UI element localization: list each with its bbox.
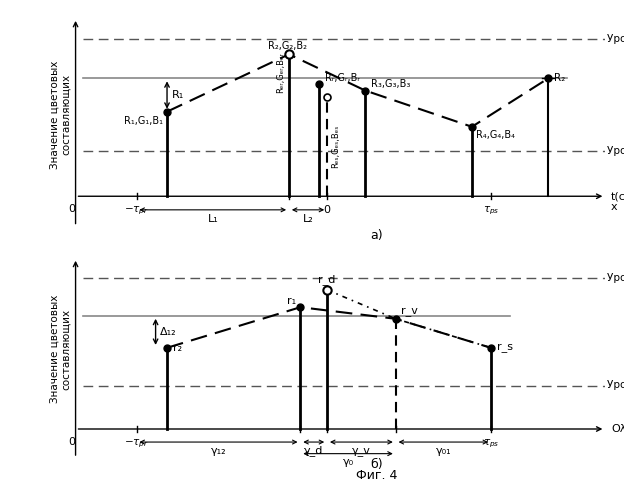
Text: Уровень минимума: Уровень минимума	[607, 146, 624, 156]
Text: R₂: R₂	[554, 74, 565, 84]
Text: r_d: r_d	[318, 274, 336, 285]
Text: Rₑᵣ,Gₑᵣ,Bₑᵣ: Rₑᵣ,Gₑᵣ,Bₑᵣ	[276, 52, 285, 93]
Text: Rₑₛ,Gₑₛ,Bₑₛ: Rₑₛ,Gₑₛ,Bₑₛ	[331, 124, 340, 168]
Text: γ₀: γ₀	[343, 457, 354, 467]
Text: γ_d: γ_d	[304, 446, 323, 456]
Text: r₁: r₁	[286, 296, 296, 306]
Text: R₁,G₁,B₁: R₁,G₁,B₁	[124, 116, 163, 126]
Text: $\tau_{ps}$: $\tau_{ps}$	[483, 204, 499, 217]
Text: R₁: R₁	[172, 90, 184, 100]
Text: Уровень минимума: Уровень минимума	[607, 380, 624, 390]
Text: $-\tau_{pr}$: $-\tau_{pr}$	[124, 437, 149, 450]
Text: $\tau_{ps}$: $\tau_{ps}$	[483, 437, 499, 450]
Text: Фиг. 4: Фиг. 4	[356, 469, 397, 482]
Text: 0: 0	[324, 204, 331, 214]
Text: Rᵣ,Gᵣ,Bᵣ: Rᵣ,Gᵣ,Bᵣ	[325, 73, 360, 83]
Text: Уровень максимума: Уровень максимума	[607, 34, 624, 44]
Text: а): а)	[370, 230, 383, 242]
Text: $-\tau_{pr}$: $-\tau_{pr}$	[124, 204, 149, 217]
Text: 0: 0	[68, 204, 76, 214]
Text: γ₁₂: γ₁₂	[211, 446, 227, 456]
Text: б): б)	[370, 458, 383, 471]
Text: Значение цветовых
составляющих: Значение цветовых составляющих	[49, 60, 71, 169]
Text: L₁: L₁	[207, 214, 218, 224]
Text: L₂: L₂	[303, 214, 313, 224]
Text: r_v: r_v	[401, 308, 418, 318]
Text: Δ₁₂: Δ₁₂	[160, 327, 177, 337]
Text: Значение цветовых
составляющих: Значение цветовых составляющих	[49, 295, 71, 404]
Text: γ₀₁: γ₀₁	[436, 446, 451, 456]
Text: R₂,G₂,B₂: R₂,G₂,B₂	[268, 40, 306, 50]
Text: R₄,G₄,B₄: R₄,G₄,B₄	[475, 130, 515, 140]
Text: r_s: r_s	[497, 343, 513, 353]
Text: γ_v: γ_v	[352, 446, 371, 456]
Text: t(с): t(с)	[611, 191, 624, 201]
Text: 0: 0	[68, 437, 76, 447]
Text: Oλ: Oλ	[611, 424, 624, 434]
Text: R₃,G₃,B₃: R₃,G₃,B₃	[371, 79, 411, 89]
Text: r₂: r₂	[173, 343, 182, 353]
Text: х: х	[611, 202, 618, 212]
Text: Уровень максимума: Уровень максимума	[607, 273, 624, 283]
